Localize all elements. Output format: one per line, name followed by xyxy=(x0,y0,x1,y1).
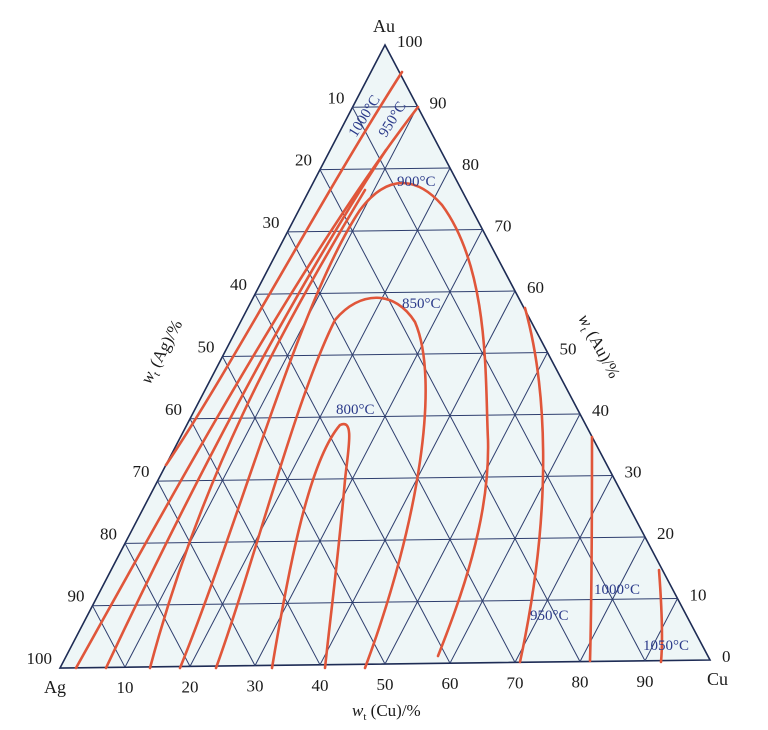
label-800: 800°C xyxy=(336,402,375,418)
tick-ag-90: 90 xyxy=(68,587,85,606)
label-1050: 1050°C xyxy=(643,638,689,654)
isotherm-800 xyxy=(270,422,351,670)
vertex-label-ag: Ag xyxy=(44,677,66,697)
isotherm-1000-left xyxy=(164,70,404,467)
tick-cu-60: 60 xyxy=(442,674,459,693)
tick-ag-20: 20 xyxy=(295,151,312,170)
label-1000-right: 1000°C xyxy=(594,582,640,598)
tick-cu-50: 50 xyxy=(377,675,394,694)
tick-ag-100: 100 xyxy=(27,649,53,668)
grid-line-cu-7 xyxy=(254,229,483,666)
axis-title-cu: wt (Cu)/% xyxy=(352,701,421,723)
grid-line-au-3 xyxy=(287,229,483,233)
grid-line-au-9 xyxy=(92,598,678,607)
tick-cu-10: 10 xyxy=(117,678,134,697)
grid-line-ag-9 xyxy=(352,107,646,662)
tick-au-50: 50 xyxy=(560,340,577,359)
tick-au-10: 10 xyxy=(690,586,707,605)
tick-cu-30: 30 xyxy=(247,677,264,696)
isotherm-950-right xyxy=(518,306,545,664)
grid-line-ag-3 xyxy=(157,480,256,666)
tick-ag-40: 40 xyxy=(230,275,247,294)
tick-au-40: 40 xyxy=(592,401,609,420)
isotherm-1000-right xyxy=(588,435,594,663)
grid-line-cu-8 xyxy=(189,167,451,667)
tick-cu-20: 20 xyxy=(182,677,199,696)
tick-au-20: 20 xyxy=(657,524,674,543)
tick-au-70: 70 xyxy=(495,217,512,236)
vertex-label-au: Au xyxy=(373,16,395,36)
tick-ag-60: 60 xyxy=(165,400,182,419)
tick-au-0: 0 xyxy=(722,647,731,666)
grid-line-au-1 xyxy=(352,106,418,108)
tick-au-60: 60 xyxy=(527,278,544,297)
axis-title-ag: wt (Ag)/% xyxy=(137,316,189,388)
grid-line-ag-8 xyxy=(319,169,581,662)
vertex-label-cu: Cu xyxy=(707,669,728,689)
tick-au-90: 90 xyxy=(430,94,447,113)
tick-au-80: 80 xyxy=(462,155,479,174)
tick-ag-70: 70 xyxy=(133,462,150,481)
label-850: 850°C xyxy=(402,296,441,312)
isotherm-850 xyxy=(214,296,427,670)
tick-au-100: 100 xyxy=(397,32,423,51)
grid-line-au-7 xyxy=(157,475,613,482)
grid-line-ag-1 xyxy=(92,605,126,668)
isotherm-line-4 xyxy=(148,188,367,670)
grid-line-au-5 xyxy=(222,352,548,357)
tick-ag-30: 30 xyxy=(263,213,280,232)
tick-ag-10: 10 xyxy=(328,88,345,107)
tick-cu-70: 70 xyxy=(507,673,524,692)
label-950-right: 950°C xyxy=(530,608,569,624)
axis-title-au: wt (Au)/% xyxy=(572,311,624,383)
tick-labels: 1020304050607080901001009080706050403020… xyxy=(27,32,731,697)
isotherm-1050 xyxy=(657,568,664,664)
tick-cu-40: 40 xyxy=(312,676,329,695)
label-900: 900°C xyxy=(397,174,436,190)
tick-cu-90: 90 xyxy=(637,672,654,691)
tick-cu-80: 80 xyxy=(572,673,589,692)
grid-line-ag-7 xyxy=(287,231,516,663)
grid-line-cu-3 xyxy=(514,475,613,663)
isotherm-line-3 xyxy=(104,148,388,670)
grid-line-au-8 xyxy=(124,536,646,544)
tick-ag-50: 50 xyxy=(198,338,215,357)
isotherm-lines xyxy=(74,70,664,670)
isotherm-900 xyxy=(178,181,490,670)
grid-line-cu-5 xyxy=(384,352,548,665)
tick-ag-80: 80 xyxy=(100,524,117,543)
tick-au-30: 30 xyxy=(625,463,642,482)
